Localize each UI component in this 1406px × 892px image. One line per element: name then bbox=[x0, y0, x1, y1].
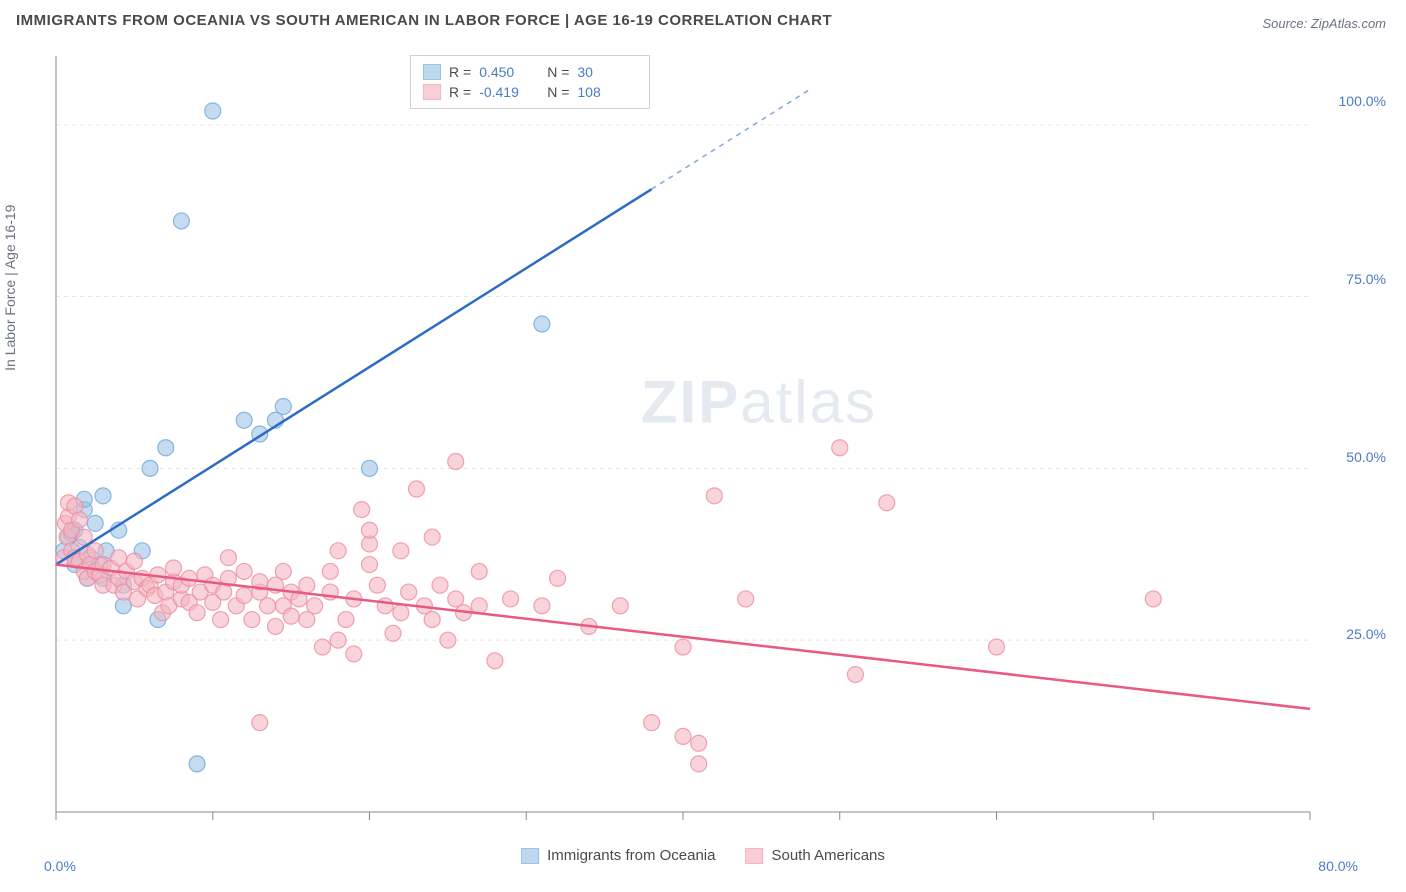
legend-stats-row: R = 0.450 N = 30 bbox=[423, 62, 637, 82]
chart-plot-area: ZIPatlas bbox=[50, 50, 1316, 832]
y-tick-label: 25.0% bbox=[1346, 626, 1386, 642]
y-tick-label: 100.0% bbox=[1339, 93, 1386, 109]
y-axis-label: In Labor Force | Age 16-19 bbox=[2, 205, 18, 371]
correlation-legend: R = 0.450 N = 30 R = -0.419 N = 108 bbox=[410, 55, 650, 109]
legend-label: Immigrants from Oceania bbox=[547, 847, 715, 864]
chart-container: IMMIGRANTS FROM OCEANIA VS SOUTH AMERICA… bbox=[0, 0, 1406, 892]
n-label: N = bbox=[547, 84, 569, 100]
legend-item: Immigrants from Oceania bbox=[521, 847, 715, 864]
n-value: 108 bbox=[577, 84, 637, 100]
legend-label: South Americans bbox=[771, 847, 884, 864]
y-tick-label: 75.0% bbox=[1346, 271, 1386, 287]
legend-swatch bbox=[521, 848, 539, 864]
r-value: -0.419 bbox=[479, 84, 539, 100]
r-label: R = bbox=[449, 64, 471, 80]
legend-swatch bbox=[423, 84, 441, 100]
series-legend: Immigrants from Oceania South Americans bbox=[521, 847, 885, 864]
chart-title: IMMIGRANTS FROM OCEANIA VS SOUTH AMERICA… bbox=[16, 12, 832, 29]
n-value: 30 bbox=[577, 64, 637, 80]
r-label: R = bbox=[449, 84, 471, 100]
legend-stats-row: R = -0.419 N = 108 bbox=[423, 82, 637, 102]
r-value: 0.450 bbox=[479, 64, 539, 80]
y-tick-label: 50.0% bbox=[1346, 449, 1386, 465]
x-tick-min: 0.0% bbox=[44, 858, 76, 874]
x-tick-max: 80.0% bbox=[1318, 858, 1358, 874]
scatter-plot-svg bbox=[50, 50, 1316, 832]
legend-swatch bbox=[745, 848, 763, 864]
legend-swatch bbox=[423, 64, 441, 80]
source-label: Source: ZipAtlas.com bbox=[1262, 16, 1386, 31]
legend-item: South Americans bbox=[745, 847, 884, 864]
n-label: N = bbox=[547, 64, 569, 80]
